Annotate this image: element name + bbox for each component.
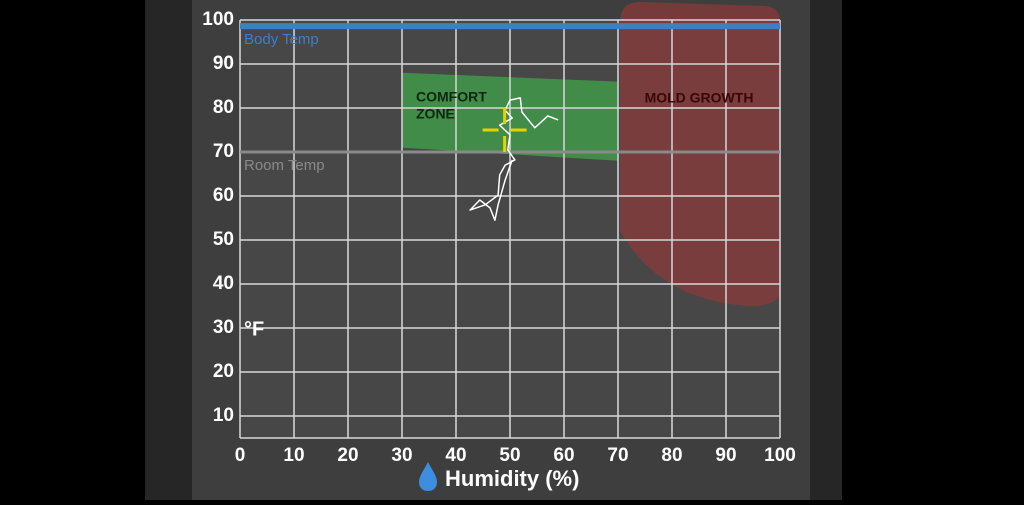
region-label: COMFORT (416, 89, 487, 105)
region (620, 2, 780, 306)
y-tick-label: 90 (213, 53, 234, 74)
x-tick-label: 10 (283, 445, 304, 466)
y-tick-label: 10 (213, 405, 234, 426)
y-tick-label: 20 (213, 361, 234, 382)
x-tick-label: 100 (764, 445, 796, 466)
y-tick-label: 40 (213, 273, 234, 294)
x-tick-label: 0 (235, 445, 246, 466)
y-tick-label: 80 (213, 97, 234, 118)
x-tick-label: 80 (661, 445, 682, 466)
x-tick-label: 50 (499, 445, 520, 466)
x-tick-label: 90 (715, 445, 736, 466)
y-tick-label: 70 (213, 141, 234, 162)
reference-label: Body Temp (244, 31, 319, 48)
x-tick-label: 20 (337, 445, 358, 466)
x-tick-label: 70 (607, 445, 628, 466)
crosshair (482, 108, 527, 152)
region-label: MOLD GROWTH (645, 90, 754, 106)
y-unit-label: °F (244, 318, 264, 340)
y-tick-label: 50 (213, 229, 234, 250)
reference-label: Room Temp (244, 157, 325, 174)
y-tick-label: 30 (213, 317, 234, 338)
region-label: ZONE (416, 106, 455, 122)
drop-icon (419, 462, 437, 491)
x-tick-label: 40 (445, 445, 466, 466)
y-tick-label: 60 (213, 185, 234, 206)
x-tick-label: 30 (391, 445, 412, 466)
y-tick-label: 100 (202, 9, 234, 30)
x-axis-label: Humidity (%) (445, 466, 579, 491)
x-tick-label: 60 (553, 445, 574, 466)
trace-line (469, 97, 559, 221)
